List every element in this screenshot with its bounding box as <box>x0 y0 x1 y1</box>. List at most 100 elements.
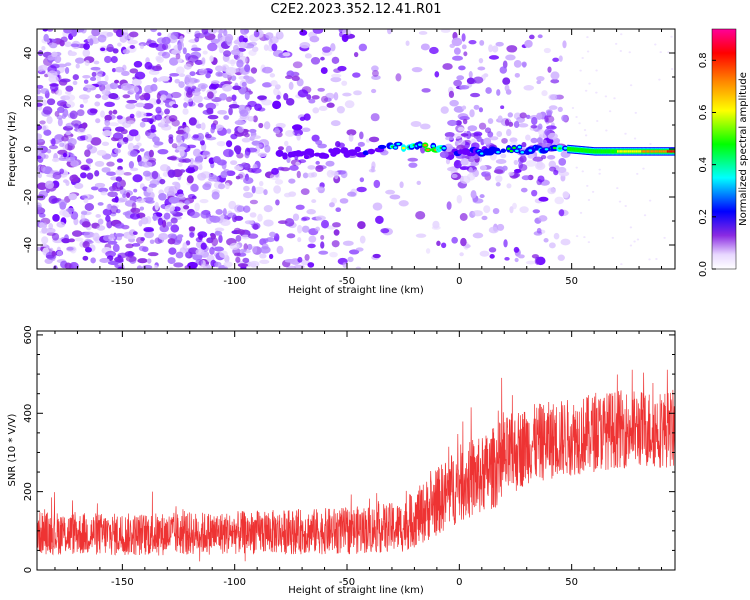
heatmap-blob <box>43 129 52 136</box>
ridge-core <box>520 151 525 154</box>
heatmap-blob <box>456 75 465 81</box>
ridge-band-segment <box>654 150 657 153</box>
heatmap-blob <box>182 47 187 55</box>
heatmap-blob <box>537 123 543 131</box>
heatmap-blob <box>185 240 191 246</box>
heatmap-blob <box>468 167 473 174</box>
heatmap-blob <box>462 118 468 125</box>
heatmap-blob <box>243 243 248 251</box>
heatmap-blob <box>273 185 282 194</box>
heatmap-blob <box>225 66 237 76</box>
heatmap-blob <box>166 221 173 227</box>
heatmap-blob <box>141 161 153 168</box>
heatmap-blob <box>497 115 503 121</box>
heatmap-blob <box>146 132 157 140</box>
heatmap-blob <box>385 189 396 195</box>
heatmap-blob <box>543 238 549 243</box>
heatmap-blob <box>648 258 651 261</box>
ridge-band-segment <box>584 149 587 152</box>
heatmap-blob <box>70 43 80 48</box>
heatmap-blob <box>553 232 560 240</box>
heatmap-blob <box>46 149 52 154</box>
heatmap-blob <box>557 166 567 174</box>
heatmap-blob <box>191 85 197 90</box>
heatmap-blob <box>69 174 79 183</box>
heatmap-blob <box>284 140 289 147</box>
heatmap-blob <box>142 102 154 110</box>
bottom-y-axis-label: SNR (10 * V/V) <box>7 413 18 486</box>
heatmap-blob <box>207 42 218 52</box>
heatmap-blob <box>425 248 431 254</box>
heatmap-blob <box>200 242 207 250</box>
heatmap-blob <box>84 246 92 253</box>
heatmap-blob <box>161 36 171 45</box>
heatmap-blob <box>259 253 267 259</box>
ridge-band-segment <box>631 150 634 153</box>
heatmap-blob <box>596 119 599 122</box>
heatmap-blob <box>359 177 365 183</box>
heatmap-blob <box>543 47 551 54</box>
heatmap-blob <box>285 145 293 154</box>
heatmap-blob <box>82 48 91 58</box>
heatmap-blob <box>199 139 205 146</box>
ridge-band-segment <box>595 150 598 153</box>
heatmap-blob <box>495 41 504 47</box>
heatmap-blob <box>342 240 354 246</box>
heatmap-blob <box>151 170 159 180</box>
ridge-band-segment <box>618 150 620 153</box>
heatmap-blob <box>471 210 483 217</box>
heatmap-blob <box>244 151 250 159</box>
heatmap-blob <box>41 99 48 106</box>
heatmap-blob <box>629 226 633 229</box>
heatmap-blob <box>236 59 244 68</box>
heatmap-blob <box>346 129 357 136</box>
heatmap-blob <box>184 200 190 206</box>
y-tick-label: 20 <box>23 95 34 108</box>
heatmap-blob <box>174 78 180 84</box>
ridge-band-segment <box>579 148 581 152</box>
heatmap-blob <box>277 220 288 224</box>
heatmap-blob <box>444 143 454 153</box>
heatmap-blob <box>122 211 131 216</box>
heatmap-blob <box>104 119 111 127</box>
heatmap-blob <box>149 179 160 186</box>
heatmap-blob <box>135 110 142 119</box>
heatmap-blob <box>479 39 485 46</box>
ridge-blob <box>275 149 284 157</box>
heatmap-blob <box>562 40 567 49</box>
heatmap-blob <box>223 80 233 85</box>
heatmap-blob <box>459 252 464 257</box>
heatmap-blob <box>477 66 486 71</box>
heatmap-blob <box>56 106 65 114</box>
heatmap-blob <box>583 236 586 239</box>
heatmap-blob <box>583 128 587 131</box>
heatmap-blob <box>184 251 191 258</box>
heatmap-blob <box>663 236 666 239</box>
heatmap-blob <box>221 161 227 170</box>
heatmap-blob <box>139 94 147 101</box>
snr-line <box>37 369 675 562</box>
heatmap-blob <box>48 223 54 230</box>
ridge-band-segment <box>665 150 668 153</box>
heatmap-blob <box>183 96 194 102</box>
colorbar-label: Normalized spectral amplitude <box>738 72 749 226</box>
heatmap-blob <box>308 235 317 243</box>
ridge-band-segment <box>653 150 656 153</box>
heatmap-blob <box>134 71 146 80</box>
x-tick-label: -150 <box>111 577 134 588</box>
chart-title: C2E2.2023.352.12.41.R01 <box>270 2 442 17</box>
ridge-band-segment <box>641 150 643 153</box>
ridge-band-segment <box>657 150 660 153</box>
heatmap-blob <box>190 47 202 52</box>
heatmap-blob <box>289 165 299 171</box>
heatmap-blob <box>264 144 271 153</box>
y-tick-label: -20 <box>23 189 34 205</box>
heatmap-blob <box>504 119 510 126</box>
heatmap-blob <box>64 262 72 269</box>
heatmap-blob <box>69 110 78 120</box>
heatmap-blob <box>453 106 465 113</box>
heatmap-blob <box>96 149 107 156</box>
heatmap-blob <box>67 137 77 146</box>
heatmap-blob <box>216 140 226 147</box>
heatmap-blob <box>155 64 162 70</box>
